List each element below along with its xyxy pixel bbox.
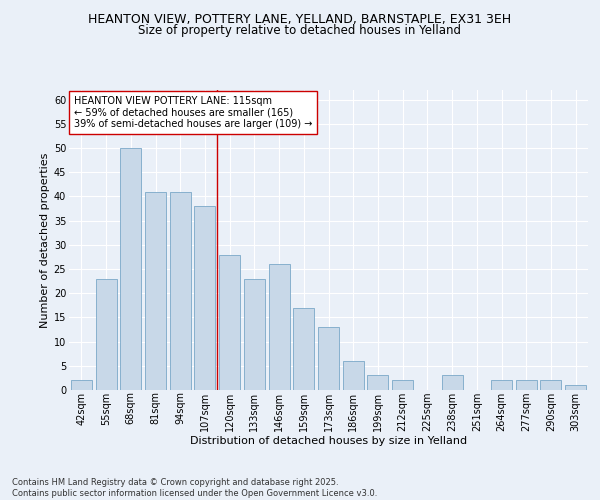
Bar (343, 361, 364, 390)
Text: HEANTON VIEW POTTERY LANE: 115sqm
← 59% of detached houses are smaller (165)
39%: HEANTON VIEW POTTERY LANE: 115sqm ← 59% … (74, 96, 313, 129)
Bar (120, 148, 141, 390)
Text: Size of property relative to detached houses in Yelland: Size of property relative to detached ho… (139, 24, 461, 37)
Bar (269, 264, 290, 390)
Bar (170, 192, 191, 390)
Bar (367, 376, 388, 390)
Bar (219, 254, 240, 390)
Bar (194, 206, 215, 390)
Bar (244, 278, 265, 390)
Y-axis label: Number of detached properties: Number of detached properties (40, 152, 50, 328)
Bar (95, 278, 116, 390)
Text: Contains HM Land Registry data © Crown copyright and database right 2025.
Contai: Contains HM Land Registry data © Crown c… (12, 478, 377, 498)
Bar (318, 327, 339, 390)
Text: HEANTON VIEW, POTTERY LANE, YELLAND, BARNSTAPLE, EX31 3EH: HEANTON VIEW, POTTERY LANE, YELLAND, BAR… (88, 12, 512, 26)
Bar (145, 192, 166, 390)
Bar (392, 380, 413, 390)
X-axis label: Distribution of detached houses by size in Yelland: Distribution of detached houses by size … (190, 436, 467, 446)
Bar (293, 308, 314, 390)
Bar (541, 380, 562, 390)
Bar (442, 376, 463, 390)
Bar (565, 385, 586, 390)
Bar (491, 380, 512, 390)
Bar (71, 380, 92, 390)
Bar (516, 380, 537, 390)
